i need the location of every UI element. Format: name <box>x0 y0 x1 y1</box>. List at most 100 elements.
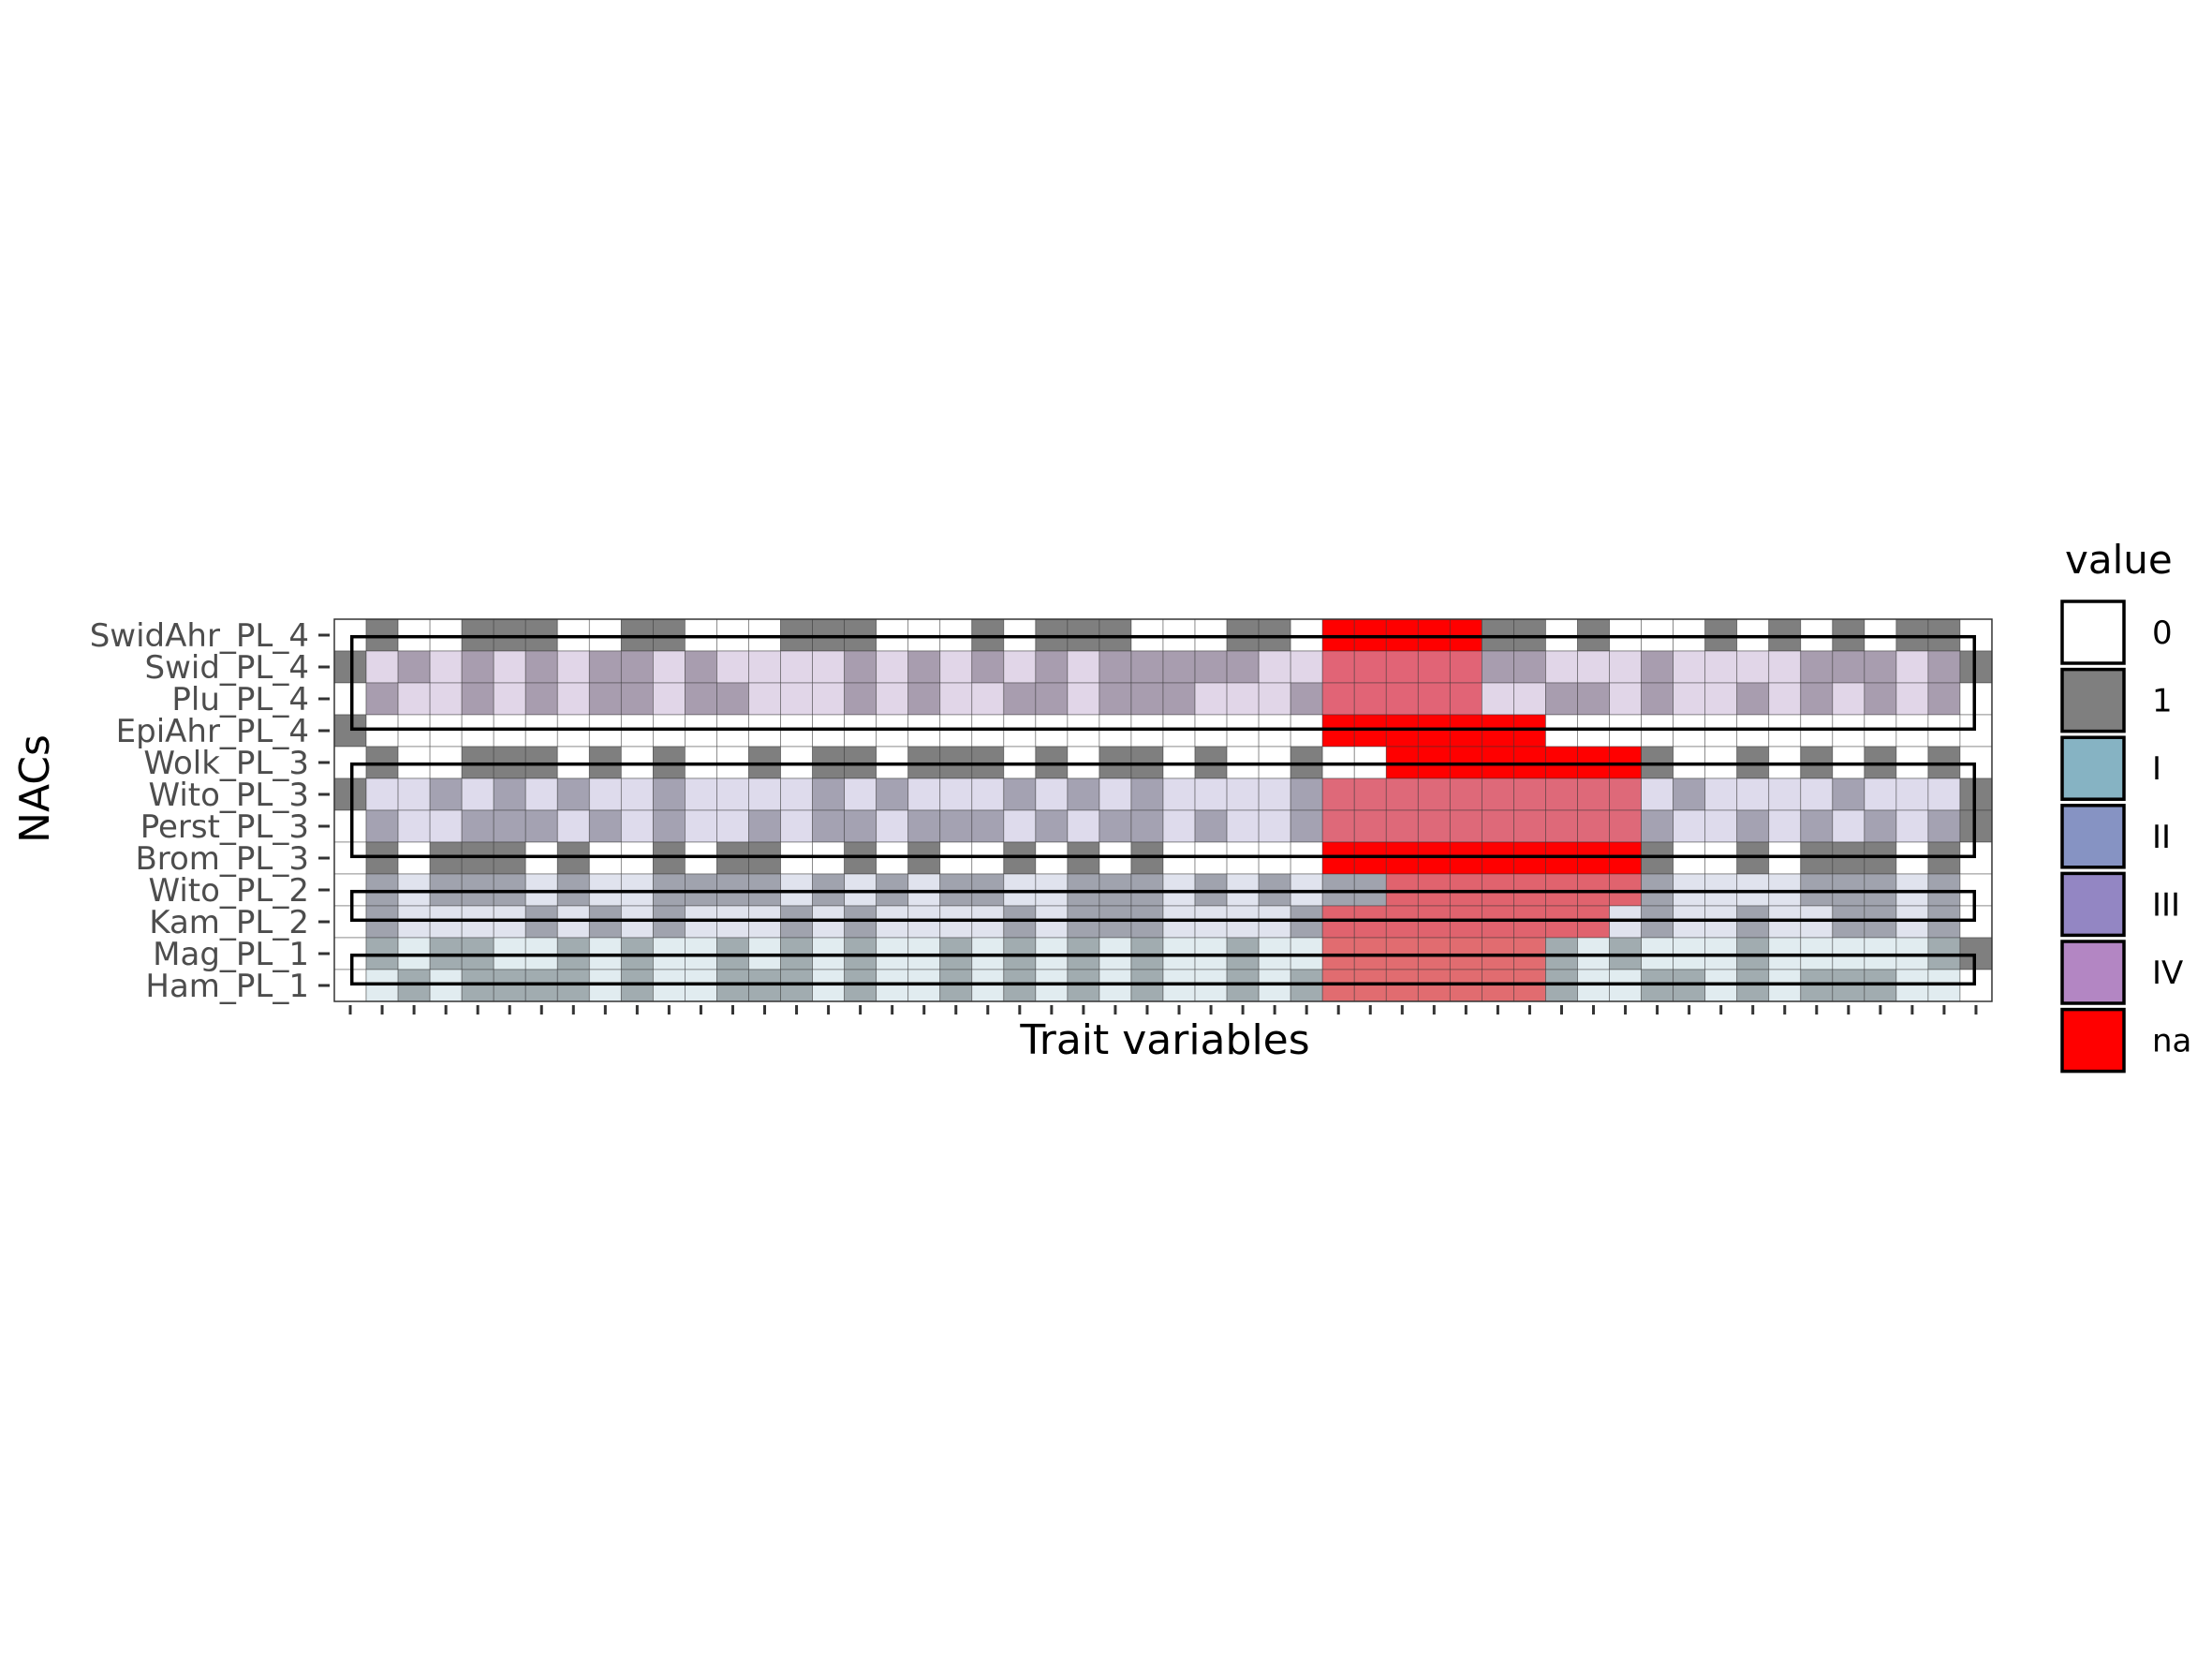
heatmap-cell <box>716 809 749 843</box>
heatmap-cell <box>1067 809 1100 843</box>
heatmap-cell <box>429 682 463 716</box>
legend-key <box>2060 804 2126 869</box>
heatmap-cell <box>1258 809 1291 843</box>
heatmap-cell <box>1832 682 1865 716</box>
heatmap-cell <box>1321 778 1355 811</box>
heatmap-cell <box>556 778 590 811</box>
heatmap-cell <box>876 682 909 716</box>
heatmap-cell <box>1481 778 1514 811</box>
heatmap-cell <box>365 809 399 843</box>
heatmap-cell <box>1927 682 1961 716</box>
legend-label: na <box>2152 1023 2191 1060</box>
heatmap-cell <box>493 650 526 684</box>
heatmap-cell <box>1481 650 1514 684</box>
heatmap-cell <box>461 650 494 684</box>
heatmap-cell <box>524 778 558 811</box>
heatmap-cell <box>1864 809 1897 843</box>
heatmap-cell <box>1513 809 1546 843</box>
heatmap-cell <box>1609 650 1642 684</box>
heatmap-cell <box>844 682 877 716</box>
heatmap-cell <box>1927 778 1961 811</box>
legend-key <box>2060 735 2126 801</box>
heatmap-cell <box>1417 809 1451 843</box>
heatmap-cell <box>748 682 781 716</box>
heatmap-cell <box>685 682 717 716</box>
heatmap-cell <box>1895 809 1929 843</box>
heatmap-cell <box>461 682 494 716</box>
legend-key <box>2060 1007 2126 1074</box>
y-tick-label: Brom_PL_3 <box>135 840 309 878</box>
heatmap-cell <box>939 809 973 843</box>
heatmap-cell <box>1736 650 1770 684</box>
heatmap-cell <box>1035 778 1069 811</box>
heatmap-cell <box>876 650 909 684</box>
heatmap-cell <box>748 778 781 811</box>
heatmap-cell <box>365 650 399 684</box>
heatmap-cell <box>1321 650 1355 684</box>
heatmap-cell <box>1353 650 1387 684</box>
heatmap-cell <box>524 682 558 716</box>
heatmap-cell <box>1800 778 1834 811</box>
heatmap-cell <box>1258 682 1291 716</box>
heatmap-cell <box>1385 809 1419 843</box>
heatmap-cell <box>1800 809 1834 843</box>
heatmap-cell <box>1321 809 1355 843</box>
heatmap-cell <box>652 809 686 843</box>
legend-label: I <box>2152 750 2161 788</box>
y-tick-label: Swid_PL_4 <box>145 649 310 687</box>
heatmap-cell <box>1673 809 1706 843</box>
heatmap-cell <box>652 778 686 811</box>
heatmap-cell <box>1417 778 1451 811</box>
heatmap-cell <box>1099 682 1132 716</box>
heatmap-cell <box>1003 809 1037 843</box>
heatmap-cell <box>461 809 494 843</box>
heatmap-cell <box>1513 650 1546 684</box>
heatmap-cell <box>1162 778 1196 811</box>
heatmap-cell <box>1673 650 1706 684</box>
heatmap-cell <box>524 650 558 684</box>
heatmap-cell <box>971 650 1005 684</box>
heatmap-cell <box>780 809 813 843</box>
group-box <box>349 634 1977 732</box>
heatmap-cell <box>461 778 494 811</box>
heatmap-cell <box>493 778 526 811</box>
heatmap-cell <box>1226 650 1260 684</box>
heatmap-cell <box>1864 682 1897 716</box>
heatmap-cell <box>1449 682 1482 716</box>
heatmap-cell <box>971 809 1005 843</box>
heatmap-cell <box>429 650 463 684</box>
heatmap-cell <box>1577 682 1610 716</box>
heatmap-cell <box>588 650 622 684</box>
heatmap-cell <box>1290 809 1323 843</box>
y-tick-label: Perst_PL_3 <box>140 808 309 846</box>
heatmap-cell <box>620 650 654 684</box>
heatmap-cell <box>1290 778 1323 811</box>
heatmap-cell <box>1290 682 1323 716</box>
heatmap-cell <box>1704 682 1738 716</box>
heatmap-cell <box>1194 778 1228 811</box>
heatmap-cell <box>780 650 813 684</box>
heatmap-cell <box>1768 682 1802 716</box>
y-tick-label: SwidAhr_PL_4 <box>90 617 309 655</box>
heatmap-cell <box>1577 809 1610 843</box>
heatmap-cell <box>1577 650 1610 684</box>
heatmap-cell <box>971 778 1005 811</box>
heatmap-cell <box>812 809 846 843</box>
heatmap-cell <box>1481 682 1514 716</box>
legend-label: IV <box>2152 955 2183 992</box>
heatmap-cell <box>1768 809 1802 843</box>
heatmap-cell <box>844 778 877 811</box>
heatmap-cell <box>939 682 973 716</box>
heatmap-cell <box>1545 650 1578 684</box>
y-tick-label: Wito_PL_3 <box>148 777 309 814</box>
heatmap-cell <box>812 650 846 684</box>
heatmap-cell <box>1099 778 1132 811</box>
heatmap-cell <box>1417 682 1451 716</box>
axes: SwidAhr_PL_4Swid_PL_4Plu_PL_4EpiAhr_PL_4… <box>90 617 1978 1015</box>
heatmap-cell <box>1895 650 1929 684</box>
heatmap-cell <box>716 650 749 684</box>
heatmap-cell <box>556 809 590 843</box>
heatmap-cell <box>397 809 431 843</box>
heatmap-cell <box>1194 682 1228 716</box>
heatmap-cell <box>1258 778 1291 811</box>
